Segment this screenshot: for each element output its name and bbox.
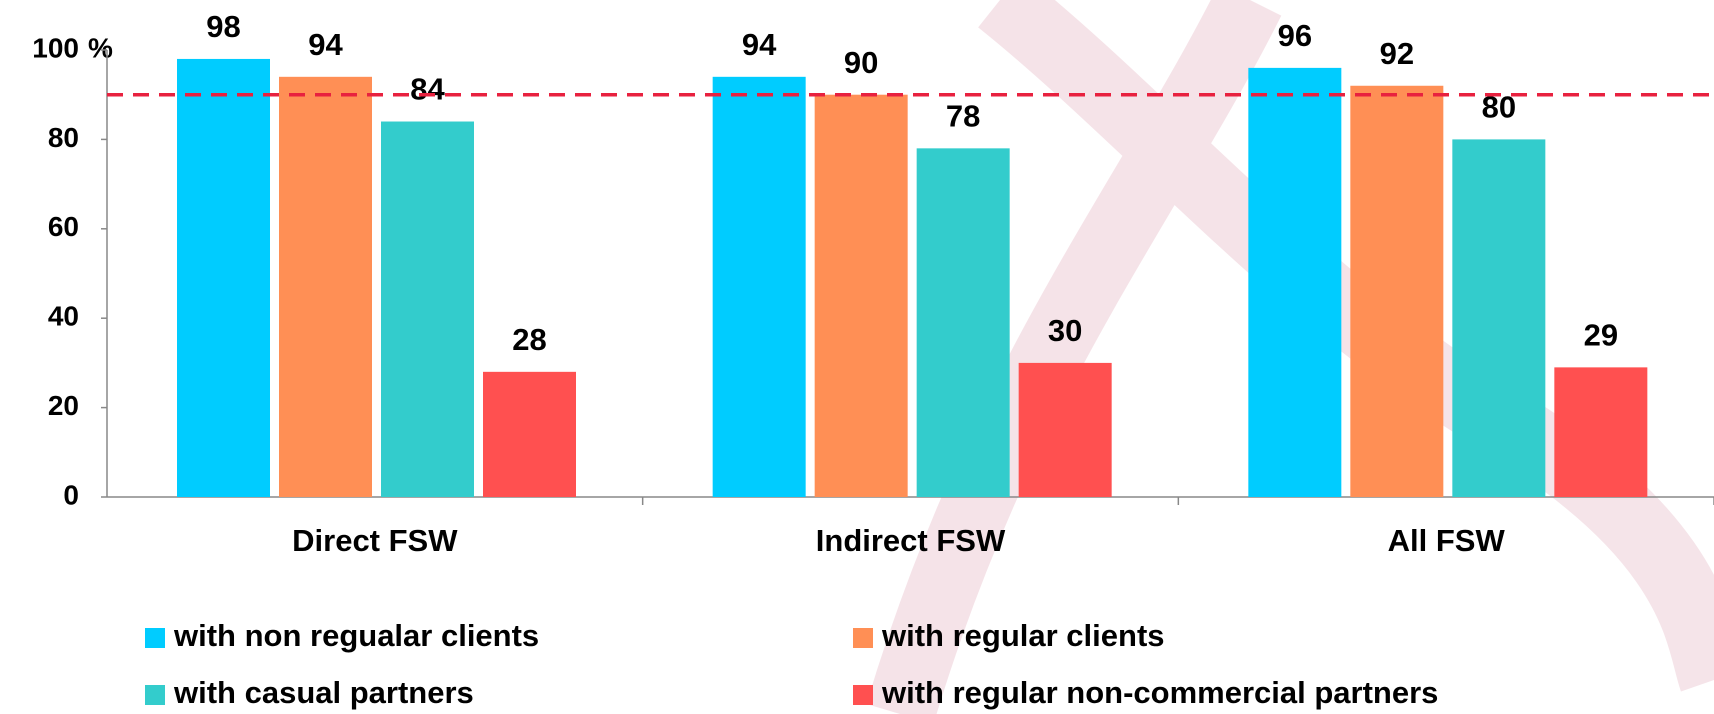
- bar: [1452, 139, 1546, 497]
- bar: [1018, 362, 1112, 497]
- y-tick-label: 20: [48, 390, 79, 421]
- legend-label: with regular non-commercial partners: [881, 675, 1438, 710]
- value-label: 90: [844, 45, 878, 80]
- legend-label: with casual partners: [173, 675, 474, 710]
- legend-label: with regular clients: [881, 618, 1165, 653]
- bar: [916, 148, 1010, 497]
- bar: [177, 58, 270, 497]
- bar: [483, 371, 576, 497]
- x-tick-label: Indirect FSW: [816, 523, 1006, 558]
- legend-swatch: [853, 628, 873, 648]
- x-tick-label: All FSW: [1388, 523, 1506, 558]
- value-label: 28: [512, 322, 546, 357]
- y-tick-label: 40: [48, 301, 79, 332]
- bar: [381, 121, 474, 498]
- value-label: 92: [1380, 36, 1414, 71]
- y-tick-label: 0: [63, 479, 79, 510]
- value-label: 94: [308, 27, 343, 62]
- x-tick-label: Direct FSW: [292, 523, 458, 558]
- legend-label: with non regualar clients: [173, 618, 539, 653]
- value-label: 98: [206, 9, 240, 44]
- ribbon-stroke: [866, 0, 1282, 714]
- bar: [1554, 367, 1648, 497]
- bar: [814, 94, 908, 497]
- value-label: 78: [946, 99, 980, 134]
- y-tick-label: 100: [32, 32, 79, 63]
- bar: [712, 76, 806, 497]
- value-label: 96: [1278, 18, 1312, 53]
- value-label: 30: [1048, 313, 1082, 348]
- value-label: 84: [410, 72, 445, 107]
- legend-swatch: [145, 628, 165, 648]
- y-axis-label: %: [88, 32, 113, 63]
- value-label: 29: [1584, 318, 1618, 353]
- bar: [1248, 67, 1342, 497]
- bar: [1350, 85, 1444, 497]
- legend-swatch: [145, 685, 165, 705]
- legend-swatch: [853, 685, 873, 705]
- y-tick-label: 60: [48, 211, 79, 242]
- value-label: 94: [742, 27, 777, 62]
- y-tick-label: 80: [48, 122, 79, 153]
- bar: [279, 76, 372, 497]
